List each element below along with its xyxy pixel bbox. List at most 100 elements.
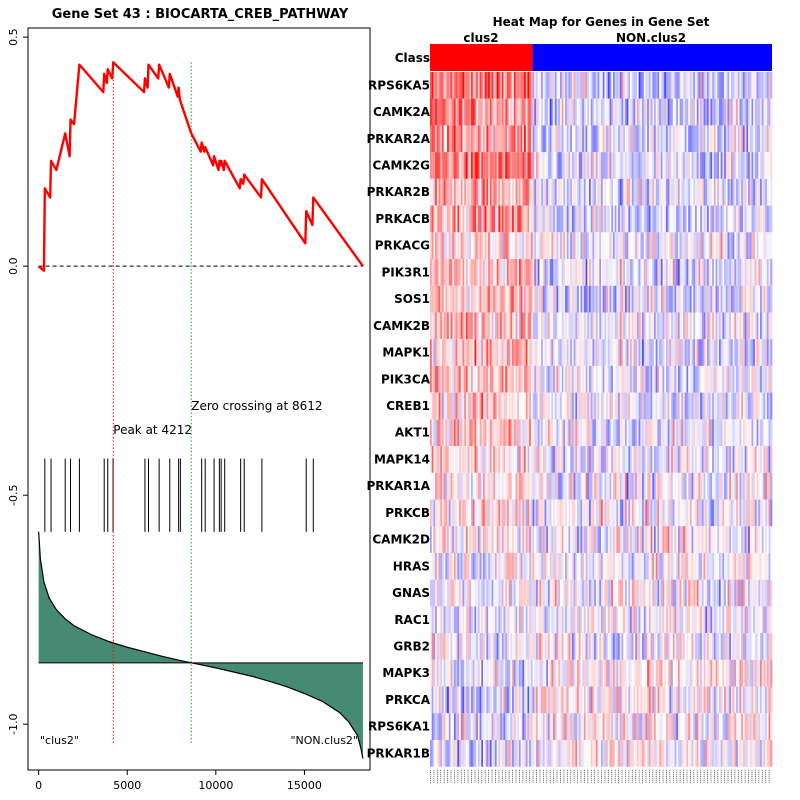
heatmap-cell	[729, 232, 732, 260]
heatmap-cell	[684, 205, 687, 233]
heatmap-cell	[705, 98, 708, 126]
heatmap-cell	[626, 365, 629, 393]
heatmap-cell	[693, 659, 696, 687]
heatmap-cell	[742, 606, 745, 634]
heatmap-cell	[660, 72, 663, 99]
heatmap-cell	[469, 72, 472, 99]
heatmap-cell	[477, 339, 480, 366]
heatmap-cell	[703, 232, 706, 260]
heatmap-cell	[630, 686, 633, 714]
heatmap-cell	[720, 659, 723, 687]
heatmap-cell	[508, 686, 511, 714]
heatmap-cell	[520, 125, 523, 153]
heatmap-cell	[715, 526, 718, 553]
heatmap-cell	[638, 339, 641, 366]
heatmap-cell	[768, 205, 771, 233]
heatmap-cell	[453, 365, 456, 393]
heatmap-cell	[722, 232, 725, 260]
heatmap-cell	[688, 205, 691, 233]
heatmap-cell	[659, 178, 662, 206]
heatmap-cell	[493, 205, 496, 233]
heatmap-cell	[748, 205, 751, 233]
heatmap-cell	[730, 259, 734, 286]
heatmap-cell	[585, 232, 588, 260]
heatmap-cell	[542, 713, 545, 740]
heatmap-cell	[520, 232, 523, 260]
heatmap-row	[430, 339, 773, 366]
heatmap-cell	[558, 472, 561, 500]
heatmap-cell	[453, 606, 456, 634]
heatmap-cell	[441, 125, 445, 153]
heatmap-cell	[556, 499, 559, 527]
heatmap-cell	[583, 552, 586, 580]
heatmap-cell	[465, 499, 468, 527]
heatmap-cell	[430, 178, 433, 206]
heatmap-cell	[587, 526, 590, 553]
heatmap-cell	[476, 232, 479, 260]
heatmap-cell	[546, 419, 549, 447]
heatmap-cell	[474, 232, 477, 260]
heatmap-cell	[602, 72, 605, 99]
heatmap-cell	[464, 365, 467, 393]
heatmap-cell	[696, 178, 699, 206]
heatmap-cell	[655, 419, 658, 447]
heatmap-cell	[758, 152, 761, 179]
heatmap-cell	[648, 552, 651, 580]
heatmap-cell	[749, 686, 752, 714]
heatmap-cell	[491, 152, 494, 179]
heatmap-cell	[512, 579, 515, 607]
heatmap-cell	[672, 606, 675, 634]
heatmap-cell	[474, 98, 477, 126]
heatmap-cell	[624, 72, 627, 99]
heatmap-cell	[520, 285, 523, 313]
heatmap-cell	[488, 205, 491, 233]
heatmap-cell	[491, 392, 494, 420]
heatmap-cell	[500, 205, 503, 233]
heatmap-cell	[435, 312, 438, 340]
heatmap-cell	[720, 446, 723, 473]
heatmap-cell	[575, 339, 578, 366]
heatmap-cell	[753, 526, 756, 553]
heatmap-cell	[583, 339, 586, 366]
heatmap-cell	[737, 259, 740, 286]
heatmap-cell	[606, 152, 609, 179]
x-tick-label: 0	[35, 779, 42, 792]
heatmap-cell	[489, 713, 492, 740]
heatmap-cell	[717, 125, 720, 153]
heatmap-cell	[640, 419, 643, 447]
heatmap-cell	[573, 178, 576, 206]
heatmap-cell	[450, 72, 453, 99]
heatmap-cell	[522, 579, 525, 607]
heatmap-cell	[484, 98, 487, 126]
heatmap-cell	[539, 552, 542, 580]
heatmap-cell	[628, 526, 631, 553]
heatmap-cell	[575, 713, 578, 740]
heatmap-cell	[464, 446, 467, 473]
heatmap-cell	[554, 552, 557, 580]
heatmap-cell	[496, 392, 499, 420]
heatmap-cell	[568, 419, 571, 447]
heatmap-cell	[527, 472, 530, 500]
heatmap-cell	[642, 98, 645, 126]
heatmap-cell	[525, 152, 528, 179]
heatmap-cell	[524, 392, 527, 420]
heatmap-cell	[602, 472, 605, 500]
heatmap-cell	[618, 232, 621, 260]
heatmap-cell	[597, 232, 600, 260]
heatmap-cell	[565, 125, 568, 153]
heatmap-cell	[763, 686, 766, 714]
heatmap-cell	[768, 339, 771, 366]
heatmap-cell	[503, 178, 506, 206]
heatmap-cell	[606, 606, 609, 634]
heatmap-cell	[489, 606, 492, 634]
heatmap-cell	[628, 686, 631, 714]
heatmap-cell	[506, 232, 510, 260]
heatmap-cell	[570, 98, 573, 126]
heatmap-cell	[489, 579, 492, 607]
heatmap-cell	[730, 446, 734, 473]
heatmap-cell	[515, 552, 518, 580]
heatmap-cell	[662, 339, 665, 366]
heatmap-cell	[529, 125, 532, 153]
heatmap-cell	[754, 446, 757, 473]
heatmap-cell	[469, 686, 472, 714]
